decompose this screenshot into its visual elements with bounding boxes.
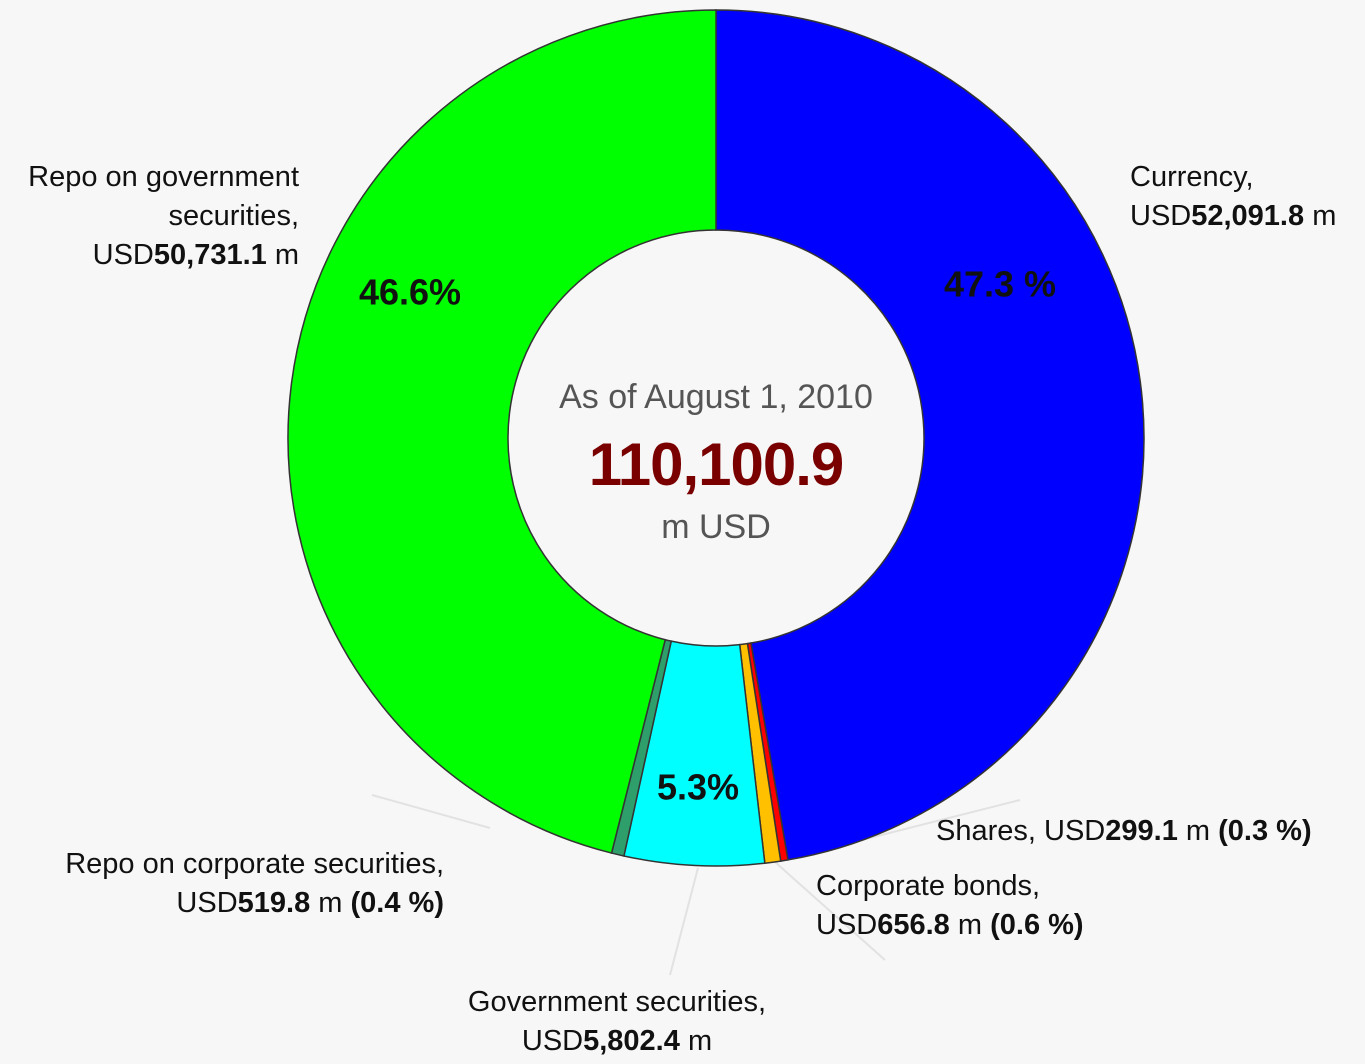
segment-amount: 52,091.8 — [1191, 200, 1305, 232]
segment-label: Shares, USD299.1 m (0.3 %) — [936, 812, 1312, 851]
segment-label: Government securities, USD5,802.4 m — [417, 983, 817, 1061]
segment-name: Government securities, — [467, 986, 767, 1018]
currency-prefix: USD — [176, 887, 238, 919]
center-unit: m USD — [661, 508, 771, 546]
segment-percent: (0.6 %) — [990, 909, 1084, 941]
segment-percent: (0.3 %) — [1218, 815, 1312, 847]
segment-label: Repo on government securities, USD50,731.… — [0, 158, 299, 275]
leader-line — [371, 794, 491, 829]
currency-prefix: USD — [816, 909, 878, 941]
segment-name: Corporate bonds, — [816, 870, 1041, 902]
unit: m — [318, 887, 343, 919]
currency-prefix: USD — [521, 1025, 584, 1057]
unit: m — [687, 1025, 713, 1057]
currency-prefix: USD — [92, 239, 154, 271]
segment-amount: 50,731.1 — [153, 239, 267, 271]
currency-prefix: USD — [1044, 815, 1106, 847]
segment-name: Repo on corporate securities, — [65, 848, 444, 880]
segment-amount: 5,802.4 — [583, 1025, 680, 1057]
segment-percent: 47.3 % — [944, 264, 1056, 305]
segment-percent: 5.3% — [657, 767, 739, 808]
leader-line — [774, 861, 886, 961]
segment-label: Repo on corporate securities, USD519.8 m … — [65, 845, 444, 923]
segment-percent: (0.4 %) — [350, 887, 444, 919]
segment-amount: 519.8 — [237, 887, 311, 919]
center-total: 110,100.9 — [588, 431, 845, 498]
segment-label: Currency, USD52,091.8 m — [1130, 158, 1336, 236]
segment-name: Shares, — [936, 815, 1036, 847]
segment-amount: 299.1 — [1105, 815, 1178, 847]
segment-amount: 656.8 — [877, 909, 950, 941]
unit: m — [957, 909, 983, 941]
leader-line — [669, 867, 699, 976]
center-date: As of August 1, 2010 — [559, 378, 873, 416]
donut-segment — [287, 9, 717, 854]
donut-segment — [715, 9, 1145, 861]
unit: m — [1185, 815, 1211, 847]
segment-name: Currency, — [1130, 161, 1254, 193]
segment-percent: 46.6% — [359, 272, 461, 313]
segment-label: Corporate bonds, USD656.8 m (0.6 %) — [816, 867, 1084, 945]
currency-prefix: USD — [1130, 200, 1192, 232]
unit: m — [1312, 200, 1337, 232]
unit: m — [274, 239, 299, 271]
segment-name: Repo on government securities, — [28, 161, 299, 232]
